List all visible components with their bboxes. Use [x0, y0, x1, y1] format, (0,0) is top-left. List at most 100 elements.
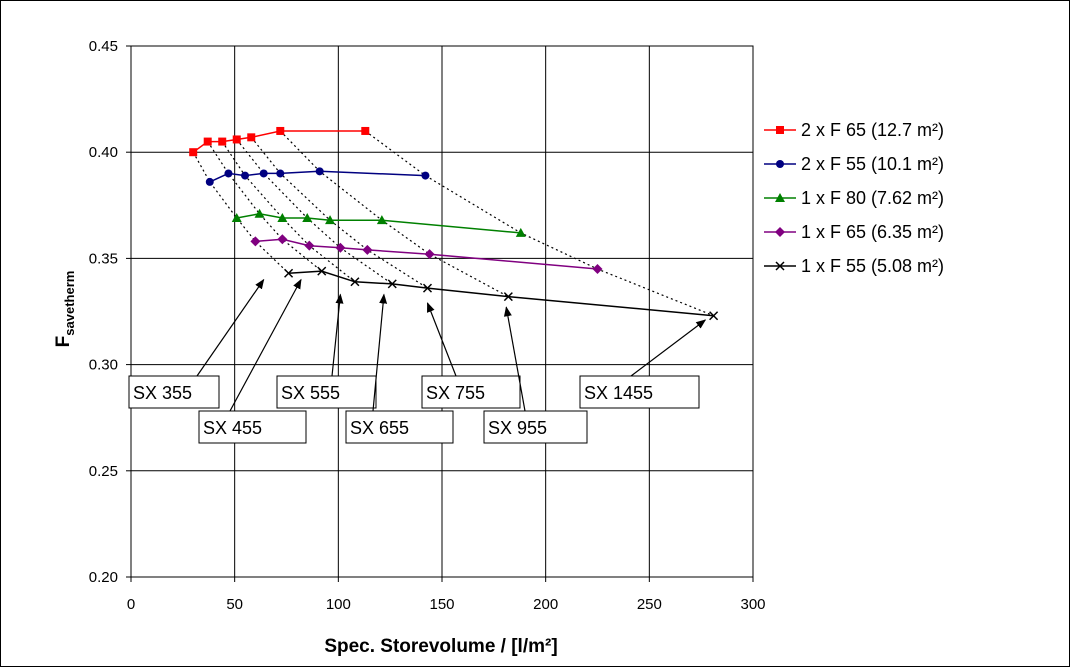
series-lines [189, 126, 719, 321]
x-tick-label: 0 [127, 596, 135, 613]
annotation-arrow [630, 319, 707, 377]
marker-circle [315, 167, 324, 176]
marker-x [709, 311, 719, 321]
configuration-connector-line [221, 141, 356, 283]
annotation-label: SX 555 [281, 383, 340, 403]
marker-square [232, 135, 241, 144]
marker-x-stroke [503, 292, 513, 302]
marker-triangle [231, 213, 242, 223]
marker-x [775, 261, 785, 271]
marker-x-stroke [387, 279, 397, 289]
marker-square [218, 137, 227, 146]
legend-label: 2 x F 55 (10.1 m²) [801, 154, 944, 174]
marker-triangle [302, 213, 313, 223]
configuration-connector-line [192, 151, 290, 274]
legend-label: 1 x F 55 (5.08 m²) [801, 256, 944, 276]
annotation-box [421, 375, 521, 409]
marker-circle [776, 160, 784, 168]
marker-x-stroke [317, 266, 327, 276]
marker-triangle [325, 215, 336, 225]
marker-circle [205, 177, 214, 186]
configuration-connector-lines [192, 130, 714, 317]
marker-triangle [254, 208, 265, 218]
y-axis-title-main: F [53, 336, 74, 348]
marker-x [503, 292, 513, 302]
x-axis-title: Spec. Storevolume / [l/m²] [324, 636, 557, 657]
marker-x-stroke [350, 277, 360, 287]
marker-diamond [362, 244, 373, 255]
annotation-box [198, 410, 307, 444]
marker-x [387, 279, 397, 289]
y-tick-label: 0.25 [89, 463, 118, 480]
x-tick-label: 300 [740, 596, 765, 613]
y-tick-label: 0.40 [89, 144, 118, 161]
y-axis-title: Fsavetherm [53, 271, 77, 348]
annotation-box [128, 375, 220, 409]
x-tick-label: 50 [226, 596, 243, 613]
legend-label: 2 x F 65 (12.7 m²) [801, 120, 944, 140]
annotation-arrow [426, 302, 457, 377]
x-tick-label: 250 [637, 596, 662, 613]
annotation-arrow [331, 293, 344, 377]
marker-x [317, 266, 327, 276]
marker-diamond [592, 264, 603, 275]
x-tick-label: 150 [429, 596, 454, 613]
legend: 2 x F 65 (12.7 m²) 2 x F 55 (10.1 m²) 1 x … [764, 120, 944, 276]
marker-x [350, 277, 360, 287]
annotation-box [483, 410, 588, 444]
annotation-box [345, 410, 454, 444]
annotation-label: SX 1455 [584, 383, 653, 403]
marker-circle [276, 169, 285, 178]
marker-x [284, 268, 294, 278]
annotation-label: SX 755 [426, 383, 485, 403]
configuration-connector-line [250, 136, 428, 289]
annotation-label: SX 955 [488, 418, 547, 438]
marker-square [189, 148, 198, 157]
annotation-label: SX 355 [133, 383, 192, 403]
x-tick-label: 200 [533, 596, 558, 613]
y-tick-label: 0.35 [89, 250, 118, 267]
legend-label: 1 x F 65 (6.35 m²) [801, 222, 944, 242]
marker-x-stroke [422, 283, 433, 293]
marker-triangle [775, 193, 785, 202]
annotation-arrow [372, 293, 388, 412]
marker-diamond [277, 234, 288, 245]
marker-square [776, 126, 784, 134]
marker-triangle [376, 215, 387, 225]
marker-diamond [335, 242, 346, 253]
marker-circle [224, 169, 233, 178]
marker-square [203, 137, 212, 146]
marker-triangle [515, 227, 526, 237]
annotation-arrow [229, 278, 302, 412]
axes: 0 50 100 150 200 250 300 0.20 0.25 0.30 0.35 0.40 0.… [89, 38, 766, 613]
x-tick-label: 100 [326, 596, 351, 613]
marker-x [422, 283, 433, 293]
marker-diamond [424, 249, 435, 260]
marker-x-stroke [284, 268, 294, 278]
annotation-box [276, 375, 377, 409]
grid-lines [130, 45, 754, 578]
marker-square [276, 126, 285, 135]
y-tick-label: 0.30 [89, 357, 118, 374]
marker-circle [241, 171, 250, 180]
plot-area-border [130, 45, 754, 578]
configuration-connector-line [207, 141, 323, 272]
annotation-label: SX 455 [203, 418, 262, 438]
y-tick-label: 0.45 [89, 38, 118, 55]
marker-diamond [304, 240, 315, 251]
marker-triangle [277, 213, 288, 223]
marker-circle [421, 171, 430, 180]
marker-square [361, 126, 370, 135]
y-tick-label: 0.20 [89, 569, 118, 586]
marker-x-stroke [775, 261, 785, 271]
marker-circle [259, 169, 268, 178]
annotation-box [579, 375, 700, 409]
annotation-arrow [503, 306, 526, 412]
marker-diamond [775, 227, 785, 237]
marker-x-stroke [709, 311, 719, 321]
legend-label: 1 x F 80 (7.62 m²) [801, 188, 944, 208]
marker-diamond [250, 236, 261, 247]
